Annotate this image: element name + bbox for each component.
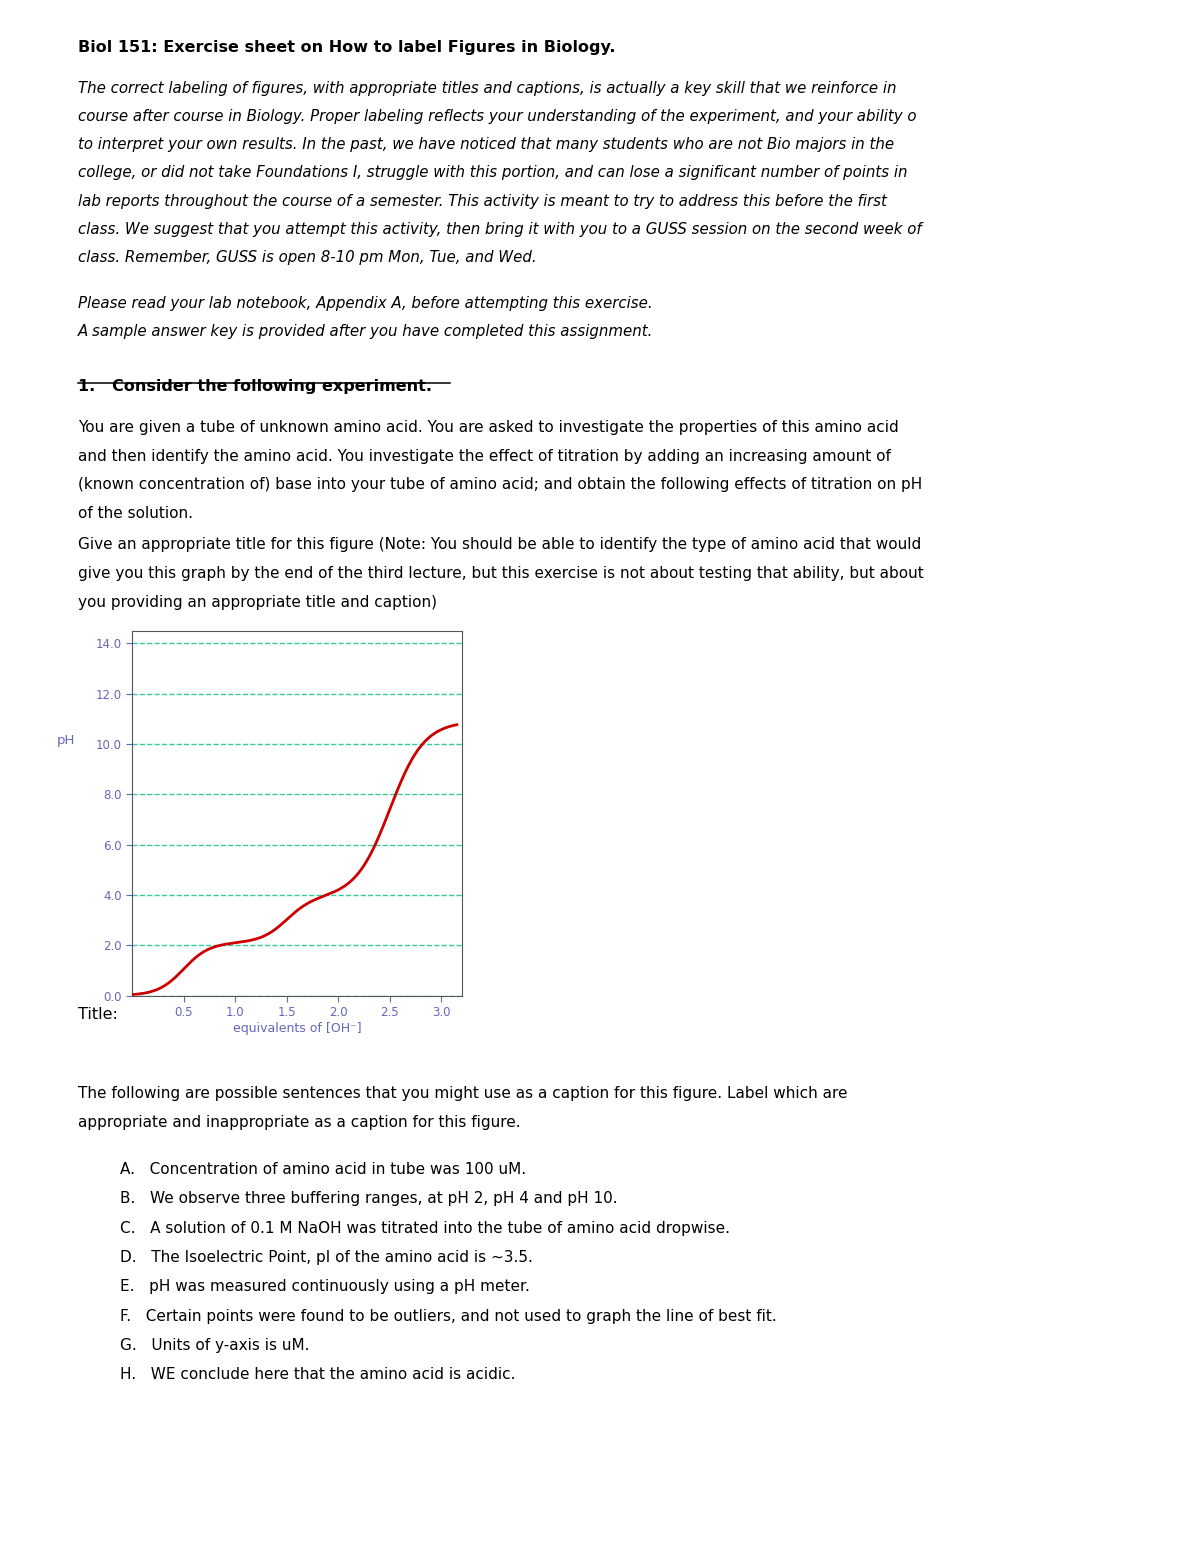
Y-axis label: pH: pH bbox=[56, 735, 76, 747]
Text: class. We suggest that you attempt this activity, then bring it with you to a GU: class. We suggest that you attempt this … bbox=[78, 222, 922, 236]
Text: Please read your lab notebook, Appendix A, before attempting this exercise.: Please read your lab notebook, Appendix … bbox=[78, 297, 653, 311]
Text: to interpret your own results. In the past, we have noticed that many students w: to interpret your own results. In the pa… bbox=[78, 137, 894, 152]
Text: class. Remember, GUSS is open 8-10 pm Mon, Tue, and Wed.: class. Remember, GUSS is open 8-10 pm Mo… bbox=[78, 250, 536, 266]
Text: You are given a tube of unknown amino acid. You are asked to investigate the pro: You are given a tube of unknown amino ac… bbox=[78, 419, 899, 435]
Text: F.   Certain points were found to be outliers, and not used to graph the line of: F. Certain points were found to be outli… bbox=[120, 1309, 776, 1323]
Text: appropriate and inappropriate as a caption for this figure.: appropriate and inappropriate as a capti… bbox=[78, 1115, 521, 1131]
Text: course after course in Biology. Proper labeling reflects your understanding of t: course after course in Biology. Proper l… bbox=[78, 109, 917, 124]
X-axis label: equivalents of [OH⁻]: equivalents of [OH⁻] bbox=[233, 1022, 361, 1034]
Text: H.   WE conclude here that the amino acid is acidic.: H. WE conclude here that the amino acid … bbox=[120, 1367, 516, 1382]
Text: The following are possible sentences that you might use as a caption for this fi: The following are possible sentences tha… bbox=[78, 1086, 847, 1101]
Text: you providing an appropriate title and caption): you providing an appropriate title and c… bbox=[78, 595, 437, 610]
Text: The correct labeling of figures, with appropriate titles and captions, is actual: The correct labeling of figures, with ap… bbox=[78, 81, 896, 96]
Text: A.   Concentration of amino acid in tube was 100 uM.: A. Concentration of amino acid in tube w… bbox=[120, 1162, 526, 1177]
Text: Biol 151: Exercise sheet on How to label Figures in Biology.: Biol 151: Exercise sheet on How to label… bbox=[78, 40, 616, 56]
Text: B.   We observe three buffering ranges, at pH 2, pH 4 and pH 10.: B. We observe three buffering ranges, at… bbox=[120, 1191, 618, 1207]
Text: (known concentration of) base into your tube of amino acid; and obtain the follo: (known concentration of) base into your … bbox=[78, 477, 923, 492]
Text: E.   pH was measured continuously using a pH meter.: E. pH was measured continuously using a … bbox=[120, 1280, 530, 1294]
Text: G.   Units of y-axis is uM.: G. Units of y-axis is uM. bbox=[120, 1337, 310, 1353]
Text: Give an appropriate title for this figure (Note: You should be able to identify : Give an appropriate title for this figur… bbox=[78, 537, 922, 553]
Text: college, or did not take Foundations I, struggle with this portion, and can lose: college, or did not take Foundations I, … bbox=[78, 165, 907, 180]
Text: C.   A solution of 0.1 M NaOH was titrated into the tube of amino acid dropwise.: C. A solution of 0.1 M NaOH was titrated… bbox=[120, 1221, 730, 1236]
Text: lab reports throughout the course of a semester. This activity is meant to try t: lab reports throughout the course of a s… bbox=[78, 194, 887, 208]
Text: D.   The Isoelectric Point, pI of the amino acid is ~3.5.: D. The Isoelectric Point, pI of the amin… bbox=[120, 1250, 533, 1266]
Text: Title:: Title: bbox=[78, 1006, 118, 1022]
Text: 1.   Consider the following experiment.: 1. Consider the following experiment. bbox=[78, 379, 432, 394]
Text: A sample answer key is provided after you have completed this assignment.: A sample answer key is provided after yo… bbox=[78, 325, 653, 339]
Text: give you this graph by the end of the third lecture, but this exercise is not ab: give you this graph by the end of the th… bbox=[78, 567, 924, 581]
Text: and then identify the amino acid. You investigate the effect of titration by add: and then identify the amino acid. You in… bbox=[78, 449, 890, 464]
Text: of the solution.: of the solution. bbox=[78, 506, 193, 522]
